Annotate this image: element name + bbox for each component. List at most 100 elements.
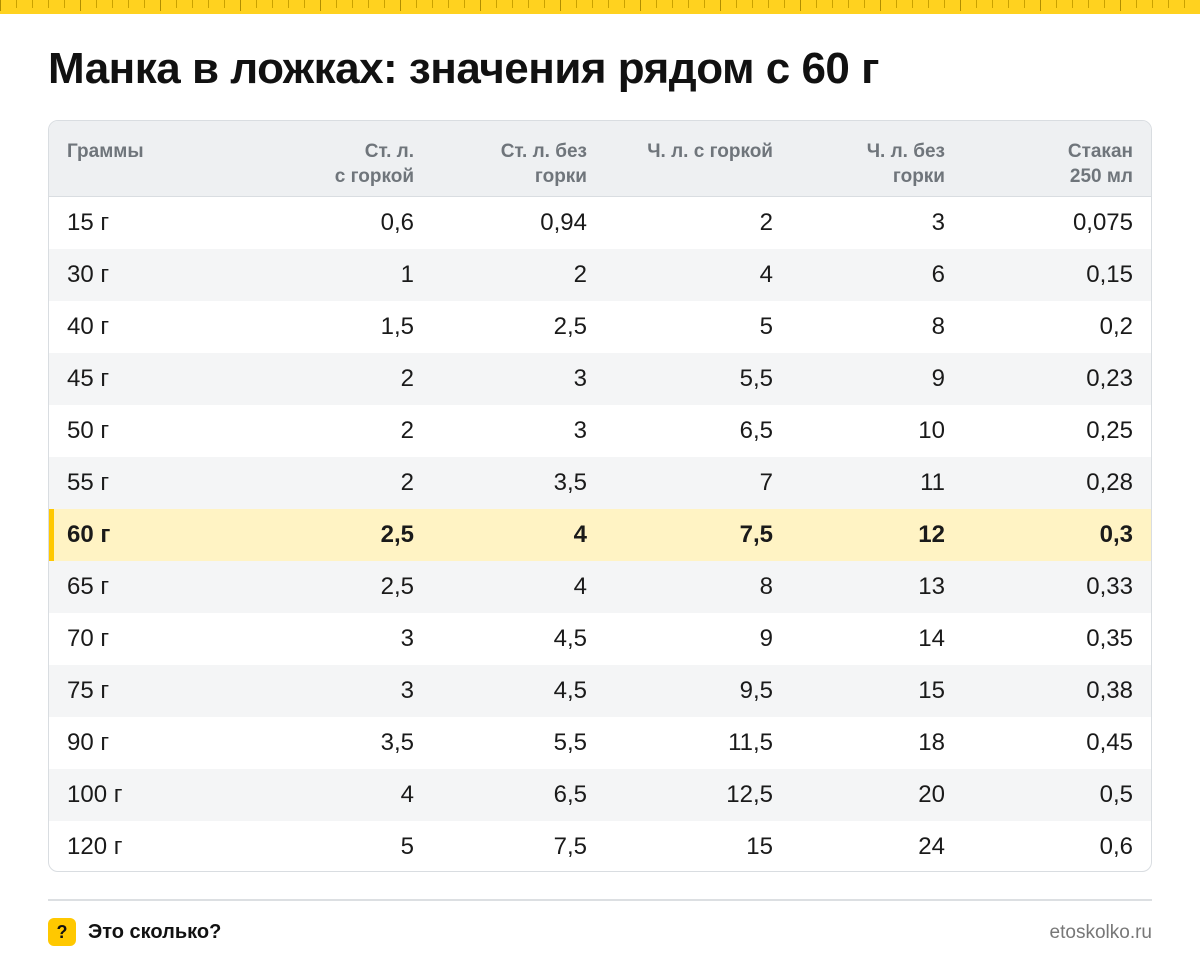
table-cell: 9,5 (739, 677, 773, 704)
table-row: 15 г 0,6 0,94 2 3 0,075 (49, 197, 1151, 249)
brand-name: Это сколько? (88, 920, 222, 943)
table-cell: 50 г (67, 417, 110, 444)
table-cell: 55 г (67, 469, 110, 496)
table-cell: 15 г (67, 209, 110, 236)
table-cell: 90 г (67, 729, 110, 756)
table-cell: 4,5 (553, 625, 587, 652)
table-row: 40 г 1,5 2,5 5 8 0,2 (49, 301, 1151, 353)
table-row: 45 г 2 3 5,5 9 0,23 (49, 353, 1151, 405)
table-cell: 5,5 (553, 729, 587, 756)
brand: ? Это сколько? (48, 918, 221, 946)
table-cell: 0,33 (1086, 573, 1133, 600)
table-cell: 3 (931, 209, 945, 236)
table-cell: 4 (400, 781, 414, 808)
table-cell: 100 г (67, 781, 123, 808)
table-cell: 1 (400, 261, 414, 288)
table-cell: 3,5 (380, 729, 414, 756)
question-mark-icon: ? (48, 918, 76, 946)
header-tbsp-level: Ст. л. без горки (500, 141, 587, 187)
table-cell: 0,6 (380, 209, 414, 236)
conversion-table: Граммы Ст. л. с горкой Ст. л. без горки … (48, 120, 1152, 872)
table-row-highlighted: 60 г 2,5 4 7,5 12 0,3 (49, 509, 1151, 561)
ruler-strip (0, 0, 1200, 14)
table-cell: 2,5 (380, 521, 414, 548)
table-header-row: Граммы Ст. л. с горкой Ст. л. без горки … (49, 121, 1151, 197)
table-cell: 2 (400, 417, 414, 444)
table-cell: 15 (746, 833, 773, 860)
table-cell: 0,5 (1099, 781, 1133, 808)
table-cell: 3 (400, 677, 414, 704)
table-row: 50 г 2 3 6,5 10 0,25 (49, 405, 1151, 457)
table-cell: 11 (920, 469, 945, 496)
table-cell: 15 (918, 677, 945, 704)
table-row: 100 г 4 6,5 12,5 20 0,5 (49, 769, 1151, 821)
table-cell: 5,5 (739, 365, 773, 392)
header-tbsp-heaped: Ст. л. с горкой (334, 141, 414, 187)
table-row: 75 г 3 4,5 9,5 15 0,38 (49, 665, 1151, 717)
table-cell: 3 (400, 625, 414, 652)
table-body: 15 г 0,6 0,94 2 3 0,075 30 г 1 2 4 6 0,15 40 г 1,5 2,5… (49, 197, 1151, 871)
table-cell: 2,5 (553, 313, 587, 340)
table-row: 70 г 3 4,5 9 14 0,35 (49, 613, 1151, 665)
table-cell: 2,5 (380, 573, 414, 600)
table-row: 65 г 2,5 4 8 13 0,33 (49, 561, 1151, 613)
table-row: 90 г 3,5 5,5 11,5 18 0,45 (49, 717, 1151, 769)
header-tsp-heaped: Ч. л. с горкой (647, 141, 773, 162)
table-cell: 1,5 (380, 313, 414, 340)
table-cell: 4,5 (553, 677, 587, 704)
table-cell: 7,5 (553, 833, 587, 860)
table-cell: 0,94 (540, 209, 587, 236)
table-cell: 0,2 (1099, 313, 1133, 340)
table-cell: 0,3 (1099, 521, 1133, 548)
ruler-ticks (0, 0, 1200, 11)
table-cell: 0,075 (1072, 209, 1133, 236)
table-cell: 12,5 (726, 781, 773, 808)
table-cell: 4 (759, 261, 773, 288)
table-cell: 24 (918, 833, 945, 860)
header-grams: Граммы (67, 141, 144, 162)
header-tsp-level: Ч. л. без горки (866, 141, 945, 187)
table-cell: 10 (918, 417, 945, 444)
table-cell: 30 г (67, 261, 110, 288)
table-cell: 3 (573, 417, 587, 444)
table-cell: 5 (759, 313, 773, 340)
table-cell: 0,45 (1086, 729, 1133, 756)
table-cell: 120 г (67, 833, 123, 860)
table-cell: 5 (400, 833, 414, 860)
table-cell: 9 (931, 365, 945, 392)
table-cell: 8 (759, 573, 773, 600)
table-cell: 2 (400, 469, 414, 496)
table-cell: 3 (573, 365, 587, 392)
table-cell: 2 (759, 209, 773, 236)
table-cell: 8 (931, 313, 945, 340)
header-glass-250ml: Стакан 250 мл (1067, 141, 1133, 187)
table-cell: 13 (918, 573, 945, 600)
table-cell: 4 (573, 573, 587, 600)
table-cell: 65 г (67, 573, 110, 600)
table-cell: 0,38 (1086, 677, 1133, 704)
table-cell: 3,5 (553, 469, 587, 496)
table-cell: 0,25 (1086, 417, 1133, 444)
table-cell: 11,5 (728, 729, 773, 756)
table-cell: 0,23 (1086, 365, 1133, 392)
table-cell: 2 (573, 261, 587, 288)
table-row: 30 г 1 2 4 6 0,15 (49, 249, 1151, 301)
table-cell: 75 г (67, 677, 110, 704)
table-cell: 0,15 (1086, 261, 1133, 288)
table-cell: 2 (400, 365, 414, 392)
table-cell: 40 г (67, 313, 110, 340)
footer-divider (48, 899, 1152, 901)
table-cell: 60 г (67, 521, 111, 548)
table-cell: 7 (759, 469, 773, 496)
table-cell: 0,28 (1086, 469, 1133, 496)
table-cell: 4 (573, 521, 587, 548)
table-cell: 20 (918, 781, 945, 808)
site-url[interactable]: etoskolko.ru (1049, 922, 1152, 943)
highlight-marker (49, 509, 54, 561)
table-cell: 7,5 (739, 521, 773, 548)
table-cell: 45 г (67, 365, 110, 392)
table-cell: 6,5 (739, 417, 773, 444)
table-cell: 9 (759, 625, 773, 652)
page-title: Манка в ложках: значения рядом с 60 г (48, 44, 879, 93)
table-cell: 12 (918, 521, 945, 548)
